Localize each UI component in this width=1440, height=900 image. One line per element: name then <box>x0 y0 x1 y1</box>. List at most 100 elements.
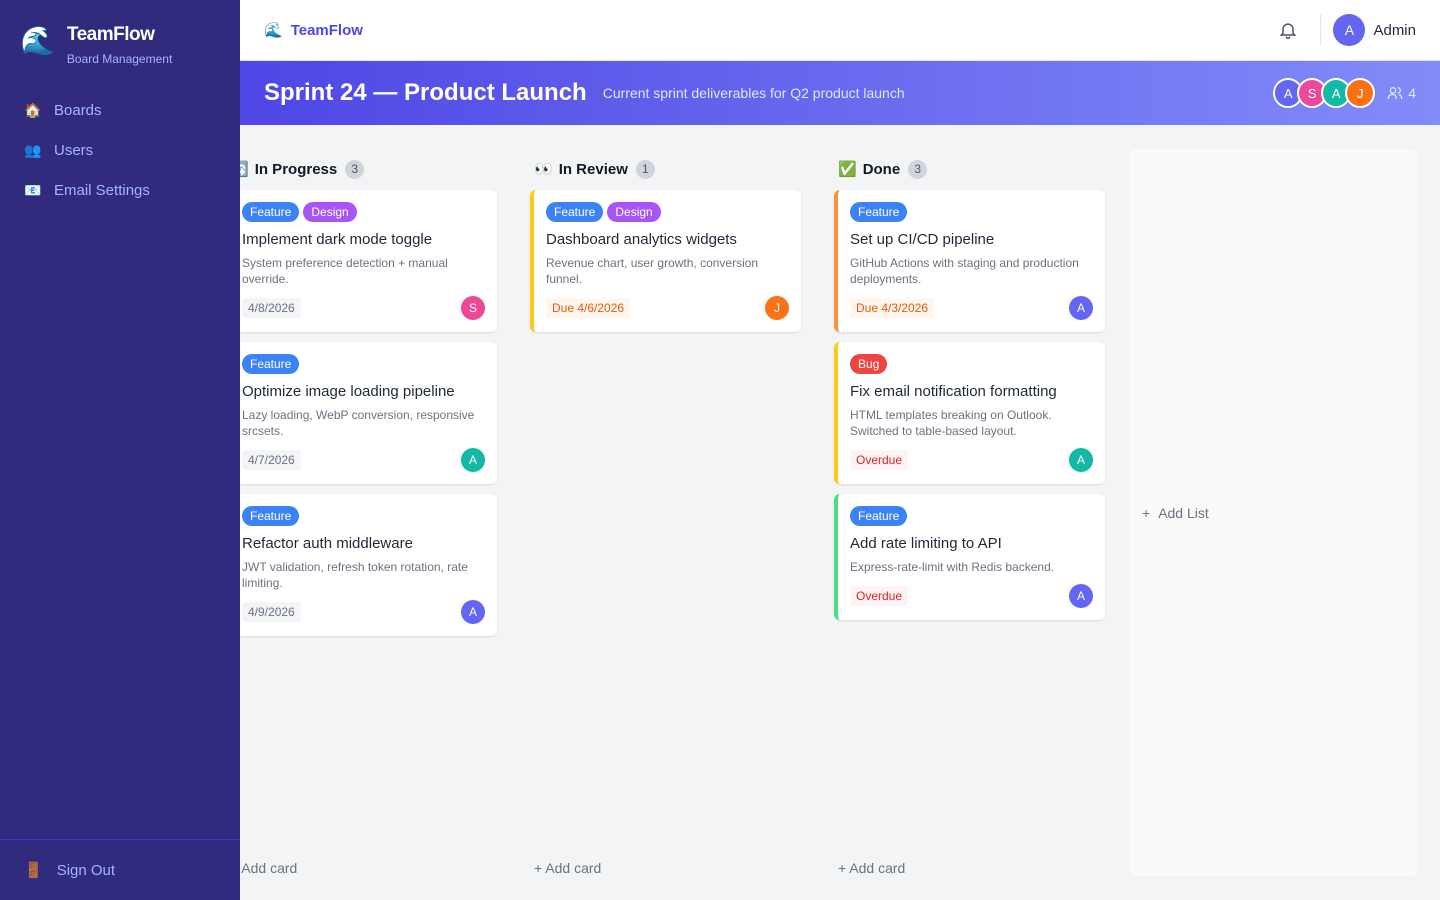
assignee-avatar: A <box>1069 448 1093 472</box>
sign-out-button[interactable]: 🚪 Sign Out <box>0 839 240 900</box>
card-title: Fix email notification formatting <box>850 383 1057 400</box>
member-count[interactable]: 4 <box>1387 85 1416 101</box>
card-count-badge: 3 <box>908 159 928 179</box>
sign-out-label: Sign Out <box>56 861 116 879</box>
card[interactable]: Feature Optimize image loading pipeline La… <box>240 342 497 484</box>
plus-icon: + <box>1142 504 1151 521</box>
member-avatar[interactable]: J <box>1345 78 1376 108</box>
email-icon: 📧 <box>24 181 42 198</box>
assignee-avatar: J <box>765 296 789 320</box>
card[interactable]: Feature Refactor auth middleware JWT valid… <box>240 494 497 636</box>
card-description: JWT validation, refresh token rotation, … <box>242 560 468 590</box>
sidebar-item-users[interactable]: 👥 Users <box>0 130 240 170</box>
card[interactable]: Bug Fix email notification formatting HTML… <box>834 342 1105 484</box>
column-icon: 👀 <box>534 161 553 178</box>
card-title: Set up CI/CD pipeline <box>850 231 995 248</box>
add-card-button[interactable]: + Add card <box>534 860 602 876</box>
wave-logo-icon: 🌊 <box>264 22 283 39</box>
sidebar-brand[interactable]: 🌊 TeamFlow Board Management <box>20 24 172 66</box>
card-description: Lazy loading, WebP conversion, responsiv… <box>242 408 475 438</box>
column-done: ✅ Done 3 Feature Set up CI/CD pipeline GitHub… <box>834 150 1105 876</box>
board-header: Sprint 24 — Product Launch Current sprin… <box>240 61 1440 125</box>
sidebar-item-label: Users <box>54 141 94 159</box>
assignee-avatar: A <box>1069 584 1093 608</box>
card[interactable]: Feature Design Implement dark mode toggle S… <box>240 190 497 332</box>
tag-bug: Bug <box>850 354 888 374</box>
column-header[interactable]: 🔄 In Progress 3 <box>240 150 497 188</box>
brand-name: TeamFlow <box>66 24 155 45</box>
add-list-button[interactable]: + Add List <box>1130 149 1418 876</box>
users-icon <box>1387 87 1403 99</box>
card-description: Revenue chart, user growth, conversion f… <box>546 256 759 286</box>
card-title: Dashboard analytics widgets <box>546 231 737 248</box>
tag-design: Design <box>607 202 661 222</box>
column-title: Done <box>862 160 901 178</box>
due-date-badge: Overdue <box>850 586 909 606</box>
due-date-badge: Due 4/3/2026 <box>850 298 935 318</box>
board-description: Current sprint deliverables for Q2 produ… <box>602 85 905 101</box>
house-icon: 🏠 <box>24 101 42 118</box>
column-title: In Review <box>558 160 628 178</box>
column-icon: 🔄 <box>240 160 249 178</box>
tag-feature: Feature <box>242 202 300 222</box>
assignee-avatar: A <box>1069 296 1093 320</box>
tag-design: Design <box>303 202 357 222</box>
users-icon: 👥 <box>24 141 42 158</box>
column-icon: ✅ <box>838 161 857 178</box>
sidebar-item-label: Boards <box>54 101 102 119</box>
card[interactable]: Feature Design Dashboard analytics widgets… <box>530 190 801 332</box>
tag-feature: Feature <box>546 202 604 222</box>
board: +Add List 🔄In Progress3FeatureDesignImpl… <box>240 125 1440 900</box>
column-header[interactable]: 👀 In Review 1 <box>530 150 801 188</box>
door-icon: 🚪 <box>24 862 43 879</box>
card-title: Implement dark mode toggle <box>242 231 433 248</box>
tag-feature: Feature <box>850 506 908 526</box>
sidebar-item-boards[interactable]: 🏠 Boards <box>0 90 240 130</box>
tag-feature: Feature <box>242 506 300 526</box>
member-count-value: 4 <box>1408 85 1416 101</box>
card-description: GitHub Actions with staging and producti… <box>850 256 1079 286</box>
due-date-badge: 4/7/2026 <box>242 450 301 470</box>
add-card-button[interactable]: + Add card <box>838 860 906 876</box>
due-date-badge: 4/8/2026 <box>242 298 301 318</box>
brand-subtitle: Board Management <box>66 52 173 66</box>
card[interactable]: Feature Add rate limiting to API Express-r… <box>834 494 1105 620</box>
assignee-avatar: A <box>461 600 485 624</box>
sidebar-item-label: Email Settings <box>54 181 150 199</box>
bell-icon[interactable] <box>1278 20 1298 40</box>
avatar[interactable]: A <box>1333 14 1366 46</box>
wave-logo-icon: 🌊 <box>20 25 55 56</box>
due-date-badge: 4/9/2026 <box>242 602 301 622</box>
topbar-brand-name: TeamFlow <box>290 21 363 39</box>
due-date-badge: Overdue <box>850 450 909 470</box>
card[interactable]: Feature Set up CI/CD pipeline GitHub Actio… <box>834 190 1105 332</box>
column-header[interactable]: ✅ Done 3 <box>834 150 1105 188</box>
assignee-avatar: A <box>461 448 485 472</box>
card-count-badge: 3 <box>345 159 365 179</box>
card-count-badge: 1 <box>635 159 655 179</box>
page-title: Sprint 24 — Product Launch <box>264 79 587 106</box>
column-in-review: 👀 In Review 1 Feature Design Dashboard analyt… <box>530 150 801 876</box>
add-card-button[interactable]: + Add card <box>240 860 298 876</box>
tag-feature: Feature <box>850 202 908 222</box>
column-title: In Progress <box>254 160 338 178</box>
topbar-brand[interactable]: 🌊 TeamFlow <box>264 21 363 40</box>
sidebar-item-email-settings[interactable]: 📧 Email Settings <box>0 170 240 210</box>
card-description: System preference detection + manual ove… <box>242 256 448 286</box>
assignee-avatar: S <box>461 296 485 320</box>
user-name[interactable]: Admin <box>1373 21 1416 39</box>
card-title: Refactor auth middleware <box>242 535 413 552</box>
card-description: Express-rate-limit with Redis backend. <box>850 560 1055 574</box>
member-avatar[interactable]: S <box>1297 78 1328 108</box>
tag-feature: Feature <box>242 354 300 374</box>
sidebar-nav: 🏠 Boards 👥 Users 📧 Email Settings <box>0 90 240 210</box>
topbar: 🌊 TeamFlow A Admin <box>240 0 1440 61</box>
card-title: Optimize image loading pipeline <box>242 383 455 400</box>
card-title: Add rate limiting to API <box>850 535 1002 552</box>
due-date-badge: Due 4/6/2026 <box>546 298 631 318</box>
divider <box>1320 14 1322 46</box>
sidebar: 🌊 TeamFlow Board Management 🏠 Boards 👥 Use… <box>0 0 240 900</box>
add-list-label: Add List <box>1158 504 1209 521</box>
